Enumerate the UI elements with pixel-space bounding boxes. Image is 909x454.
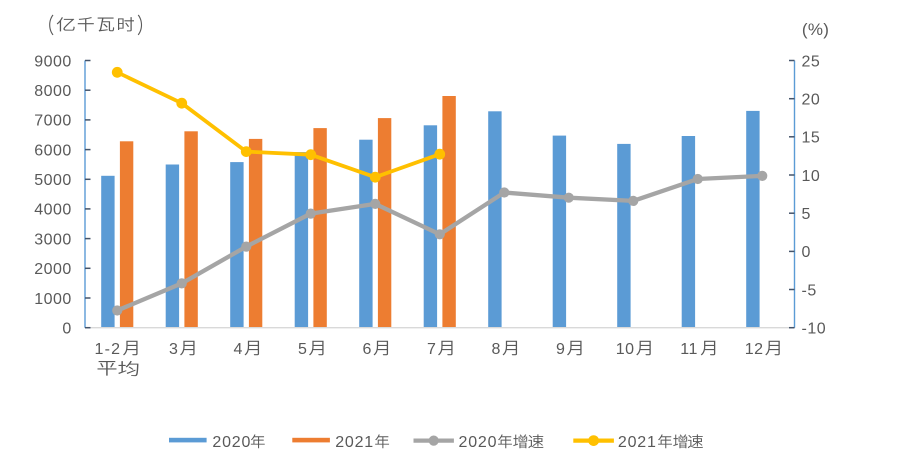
svg-text:5: 5 (298, 341, 307, 358)
svg-text:20: 20 (802, 91, 821, 108)
svg-text:(%): (%) (802, 20, 829, 39)
svg-text:2020: 2020 (459, 434, 498, 451)
svg-text:3: 3 (169, 341, 178, 358)
svg-text:11: 11 (680, 341, 698, 358)
svg-text:7000: 7000 (34, 113, 72, 130)
svg-text:1000: 1000 (34, 291, 72, 308)
svg-text:3000: 3000 (34, 231, 72, 248)
svg-text:5: 5 (802, 206, 811, 223)
svg-text:2000: 2000 (34, 261, 72, 278)
svg-text:2021: 2021 (335, 434, 374, 451)
svg-text:0: 0 (802, 244, 811, 261)
svg-text:4: 4 (233, 341, 242, 358)
svg-text:2021: 2021 (618, 434, 657, 451)
svg-text:25: 25 (802, 53, 821, 70)
svg-text:10: 10 (616, 341, 635, 358)
svg-text:12: 12 (745, 341, 764, 358)
svg-text:6000: 6000 (34, 142, 72, 159)
svg-text:7: 7 (427, 341, 436, 358)
svg-text:6: 6 (362, 341, 371, 358)
svg-text:8000: 8000 (34, 83, 72, 100)
svg-text:0: 0 (62, 321, 71, 338)
svg-text:4000: 4000 (34, 202, 72, 219)
svg-text:1-2: 1-2 (95, 341, 122, 358)
svg-text:-5: -5 (802, 282, 817, 299)
svg-text:5000: 5000 (34, 172, 72, 189)
svg-text:9: 9 (556, 341, 565, 358)
svg-text:-10: -10 (802, 321, 827, 338)
svg-text:8: 8 (491, 341, 500, 358)
svg-text:2020: 2020 (212, 434, 251, 451)
svg-text:15: 15 (802, 130, 821, 147)
svg-text:9000: 9000 (34, 53, 72, 70)
svg-text:10: 10 (802, 168, 821, 185)
